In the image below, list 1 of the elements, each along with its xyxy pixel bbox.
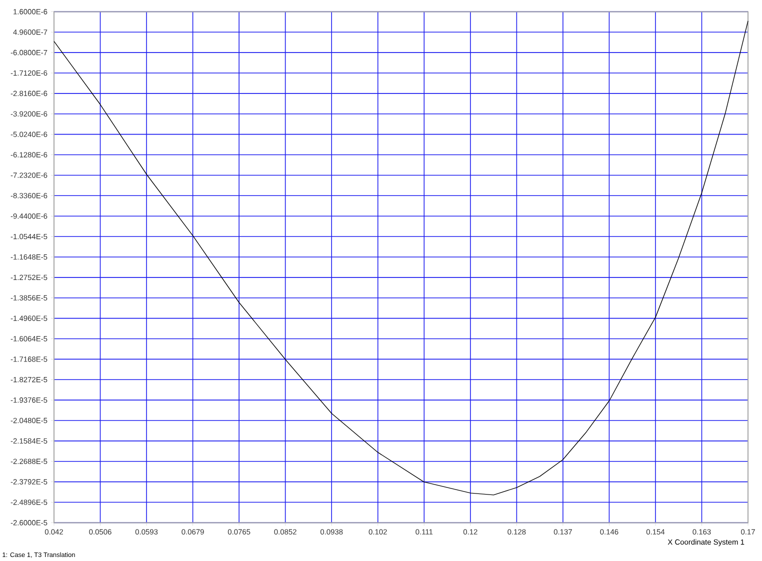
- line-series: [54, 20, 748, 496]
